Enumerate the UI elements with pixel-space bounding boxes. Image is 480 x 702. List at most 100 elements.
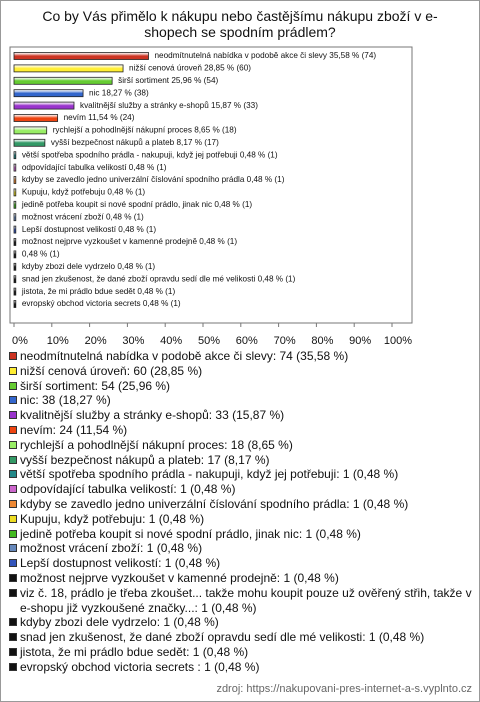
- legend-label: evropský obchod victoria secrets : 1 (0,…: [20, 659, 260, 674]
- bar: [13, 200, 17, 209]
- bar: [13, 250, 17, 259]
- legend: neodmítnutelná nabídka v podobě akce či …: [8, 349, 474, 675]
- bar-label: možnost nejprve vyzkoušet v kamenné prod…: [22, 237, 238, 246]
- legend-item: možnost nejprve vyzkoušet v kamenné prod…: [8, 571, 474, 586]
- bar: [13, 101, 75, 110]
- legend-item: možnost vrácení zboží: 1 (0,48 %): [8, 541, 474, 556]
- legend-label: neodmítnutelná nabídka v podobě akce či …: [20, 349, 349, 363]
- bar: [13, 64, 124, 73]
- legend-label: jedině potřeba koupit si nové spodní prá…: [20, 526, 361, 541]
- legend-marker: [9, 529, 17, 538]
- legend-label: větší spotřeba spodního prádla - nakupuj…: [20, 467, 399, 482]
- bar: [13, 225, 17, 234]
- legend-marker: [9, 485, 17, 494]
- legend-item: kvalitnější služby a stránky e-shopů: 33…: [8, 408, 474, 423]
- legend-item: evropský obchod victoria secrets : 1 (0,…: [8, 660, 474, 675]
- bar: [13, 262, 17, 271]
- legend-marker: [9, 514, 17, 523]
- bar: [13, 287, 17, 296]
- bar-label: rychlejší a pohodlnější nákupní proces 8…: [53, 126, 237, 135]
- bar: [13, 300, 17, 308]
- legend-item: rychlejší a pohodlnější nákupní proces: …: [8, 438, 474, 453]
- legend-label: Kupuju, když potřebuju: 1 (0,48 %): [20, 511, 205, 526]
- legend-label: vyšší bezpečnost nákupů a plateb: 17 (8,…: [20, 452, 270, 467]
- legend-label: nic: 38 (18,27 %): [20, 393, 111, 408]
- legend-marker: [9, 396, 17, 405]
- legend-item: neodmítnutelná nabídka v podobě akce či …: [8, 349, 474, 364]
- legend-marker: [9, 425, 17, 434]
- bar-label: evropský obchod victoria secrets 0,48 % …: [22, 299, 181, 308]
- legend-item: nevím: 24 (11,54 %): [8, 423, 474, 438]
- legend-item: Lepší dostupnost velikostí: 1 (0,48 %): [8, 556, 474, 571]
- x-tick-label: 30%: [122, 335, 144, 347]
- legend-item: širší sortiment: 54 (25,96 %): [8, 379, 474, 394]
- bar-label: Kupuju, když potřebuju 0,48 % (1): [22, 188, 146, 197]
- chart: 0% 10% 20% 30% 40% 50% 60% 70% 80% 90% 100% neodmít…: [9, 46, 413, 347]
- bar-label: vyšší bezpečnost nákupů a plateb 8,17 % …: [51, 137, 219, 147]
- x-tick-label: 10%: [47, 335, 69, 347]
- bar-label: neodmítnutelná nabídka v podobě akce či …: [154, 51, 376, 60]
- legend-label: možnost nejprve vyzkoušet v kamenné prod…: [20, 570, 339, 585]
- bar-label: jistota, že mi prádlo bdue sedět 0,48 % …: [21, 287, 176, 296]
- legend-marker: [9, 440, 17, 449]
- bar: [13, 126, 48, 135]
- legend-label: Lepší dostupnost velikostí: 1 (0,48 %): [20, 556, 221, 571]
- x-tick-label: 40%: [160, 335, 182, 347]
- legend-marker: [9, 573, 17, 582]
- legend-label: jistota, že mi prádlo bdue sedět: 1 (0,4…: [20, 644, 249, 659]
- legend-item: kdyby se zavedlo jedno univerzální číslo…: [8, 497, 474, 512]
- legend-label: nižší cenová úroveň: 60 (28,85 %): [20, 363, 203, 378]
- bar-label: nic 18,27 % (38): [89, 88, 149, 97]
- legend-marker: [9, 544, 17, 553]
- legend-label: nevím: 24 (11,54 %): [20, 422, 128, 437]
- bar-label: větší spotřeba spodního prádla - nakupuj…: [22, 150, 278, 159]
- bar-label: odpovídající tabulka velikostí 0,48 % (1…: [22, 163, 167, 172]
- legend-item: jedině potřeba koupit si nové spodní prá…: [8, 527, 474, 542]
- bar: [13, 76, 113, 85]
- bar-label: nižší cenová úroveň 28,85 % (60): [129, 64, 251, 73]
- x-tick-label: 50%: [198, 335, 220, 347]
- legend-label: odpovídající tabulka velikostí: 1 (0,48 …: [20, 482, 236, 497]
- bar: [13, 114, 59, 122]
- bar-label: snad jen zkušenost, že dané zboží opravd…: [22, 274, 296, 283]
- legend-item: vyšší bezpečnost nákupů a plateb: 17 (8,…: [8, 453, 474, 468]
- x-tick-label: 100%: [384, 335, 412, 347]
- legend-item: větší spotřeba spodního prádla - nakupuj…: [8, 467, 474, 482]
- legend-label: kdyby se zavedlo jedno univerzální číslo…: [20, 496, 409, 511]
- legend-item: odpovídající tabulka velikostí: 1 (0,48 …: [8, 482, 474, 497]
- legend-item: kdyby zbozi dele vydrzelo: 1 (0,48 %): [8, 615, 474, 630]
- legend-marker: [9, 633, 17, 642]
- bar-label: kdyby se zavedlo jedno univerzální číslo…: [22, 175, 285, 184]
- legend-item: Kupuju, když potřebuju: 1 (0,48 %): [8, 512, 474, 527]
- legend-item: nic: 38 (18,27 %): [8, 393, 474, 408]
- legend-marker: [9, 352, 17, 360]
- legend-marker: [9, 662, 17, 671]
- bar: [13, 163, 17, 172]
- legend-label: rychlejší a pohodlnější nákupní proces: …: [20, 437, 293, 452]
- bar-label: nevím 11,54 % (24): [64, 113, 135, 122]
- bar: [13, 89, 84, 98]
- legend-marker: [9, 455, 17, 464]
- bar-label: možnost vrácení zboží 0,48 % (1): [22, 212, 144, 221]
- bar: [13, 151, 17, 160]
- legend-label: kdyby zbozi dele vydrzelo: 1 (0,48 %): [20, 615, 219, 630]
- legend-marker: [9, 647, 17, 656]
- x-tick-label: 60%: [236, 335, 258, 347]
- legend-label: kvalitnější služby a stránky e-shopů: 33…: [20, 408, 285, 423]
- bar: [13, 275, 17, 284]
- bar-label: kvalitnější služby a stránky e-shopů 15,…: [80, 100, 258, 110]
- legend-item: nižší cenová úroveň: 60 (28,85 %): [8, 364, 474, 379]
- legend-label: možnost vrácení zboží: 1 (0,48 %): [20, 541, 203, 556]
- legend-item: jistota, že mi prádlo bdue sedět: 1 (0,4…: [8, 645, 474, 660]
- x-tick-label: 0%: [12, 335, 28, 347]
- bar-label: kdyby zbozi dele vydrzelo 0,48 % (1): [22, 262, 156, 271]
- legend-marker: [9, 381, 17, 390]
- legend-item: snad jen zkušenost, že dané zboží opravd…: [8, 630, 474, 645]
- x-tick-label: 90%: [349, 335, 371, 347]
- legend-marker: [9, 411, 17, 420]
- legend-marker: [9, 470, 17, 479]
- legend-marker: [9, 499, 17, 508]
- bar-label: širší sortiment 25,96 % (54): [118, 76, 218, 85]
- bar: [13, 138, 46, 147]
